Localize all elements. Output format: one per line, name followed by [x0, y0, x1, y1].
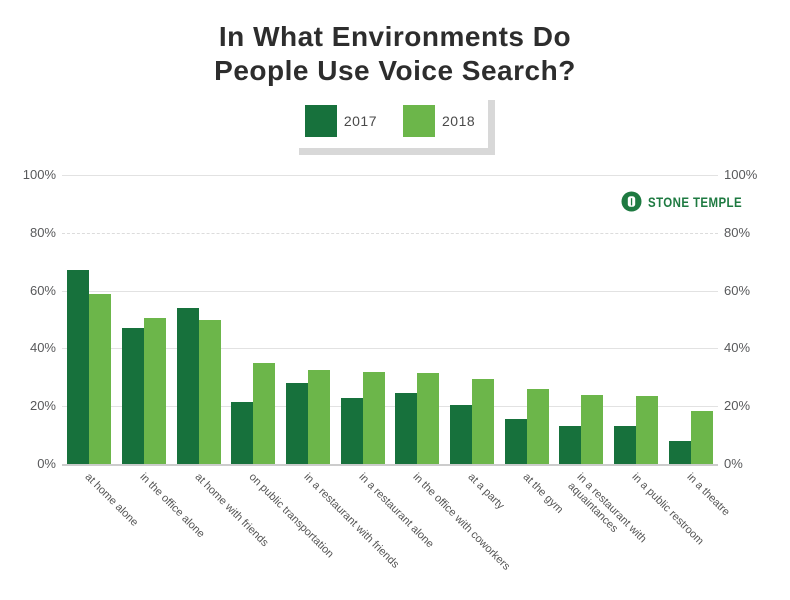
bar-2017-10: [559, 426, 582, 464]
legend-item-2017: 2017: [304, 104, 377, 137]
bar-group-5: [281, 175, 336, 464]
x-label-8: at a party: [465, 471, 507, 512]
bar-2018-8: [472, 378, 495, 464]
ytick-left-20: 20%: [29, 398, 56, 414]
ytick-left-40: 40%: [29, 340, 56, 356]
bar-group-6: [335, 175, 390, 464]
ytick-right-60: 60%: [724, 282, 751, 298]
bar-group-3: [171, 175, 226, 464]
bar-group-7: [390, 175, 445, 464]
bar-2017-6: [340, 397, 363, 464]
ytick-left-80: 80%: [29, 224, 56, 240]
bar-group-10: [554, 175, 609, 464]
bar-group-8: [445, 175, 500, 464]
gridline-20: [62, 406, 718, 408]
ytick-right-20: 20%: [724, 398, 751, 414]
bar-2017-9: [504, 419, 527, 464]
x-label-5: in a restaurant with friends: [301, 471, 402, 571]
legend-label-2018: 2018: [442, 112, 476, 129]
bar-2018-10: [581, 394, 604, 464]
gridline-60: [62, 290, 718, 292]
bar-2018-3: [198, 319, 221, 464]
bar-2017-1: [67, 270, 90, 464]
bar-2017-4: [231, 401, 254, 464]
bar-2017-5: [286, 383, 309, 464]
chart-title-line1: In What Environments Do: [218, 21, 572, 52]
ytick-right-80: 80%: [724, 224, 751, 240]
gridline-80: [62, 232, 718, 234]
stone-temple-logo: STONE TEMPLE: [621, 191, 763, 212]
bar-2018-7: [417, 372, 440, 464]
stone-temple-logo-text: STONE TEMPLE: [648, 193, 743, 210]
legend-label-2017: 2017: [343, 112, 377, 129]
ytick-left-100: 100%: [22, 167, 56, 182]
legend-swatch-2017: [304, 104, 337, 137]
bar-group-4: [226, 175, 281, 464]
ytick-left-0: 0%: [37, 456, 56, 471]
bar-2018-11: [636, 396, 659, 464]
stone-temple-pillar-icon: [621, 191, 642, 212]
x-label-9: at the gym: [520, 471, 565, 516]
bar-2017-3: [176, 307, 199, 464]
legend-swatch-2018: [403, 104, 435, 137]
chart-title-line2: People Use Voice Search?: [214, 55, 576, 86]
ytick-right-0: 0%: [724, 456, 743, 471]
bar-2018-9: [526, 388, 549, 464]
gridline-100: [62, 175, 718, 176]
bar-2017-7: [395, 393, 418, 464]
bar-2018-6: [362, 371, 385, 464]
bar-group-1: [62, 175, 117, 464]
chart-title: In What Environments Do People Use Voice…: [0, 20, 790, 88]
bar-group-2: [117, 175, 172, 464]
ytick-right-100: 100%: [724, 167, 758, 182]
ytick-left-60: 60%: [29, 282, 56, 298]
ytick-right-40: 40%: [724, 340, 751, 356]
bar-group-9: [499, 175, 554, 464]
x-label-7: in the office with coworkers: [410, 471, 513, 573]
bar-group-11: [609, 175, 664, 464]
bar-2018-12: [690, 410, 713, 464]
plot-area: [62, 175, 718, 464]
x-label-1: at home alone: [82, 471, 141, 529]
bar-2017-8: [450, 404, 473, 464]
bar-2018-2: [144, 318, 166, 464]
bar-2018-1: [89, 293, 112, 464]
gridline-0: [62, 464, 718, 466]
bar-2018-4: [253, 362, 276, 464]
legend: 2017 2018: [292, 93, 488, 148]
bar-2017-11: [614, 426, 637, 464]
bar-2017-2: [122, 328, 144, 464]
x-label-12: in a theatre: [684, 471, 732, 519]
legend-item-2018: 2018: [403, 104, 476, 137]
bar-2018-5: [308, 370, 331, 464]
bar-2017-12: [668, 440, 691, 464]
bar-group-12: [663, 175, 718, 464]
gridline-40: [62, 348, 718, 350]
